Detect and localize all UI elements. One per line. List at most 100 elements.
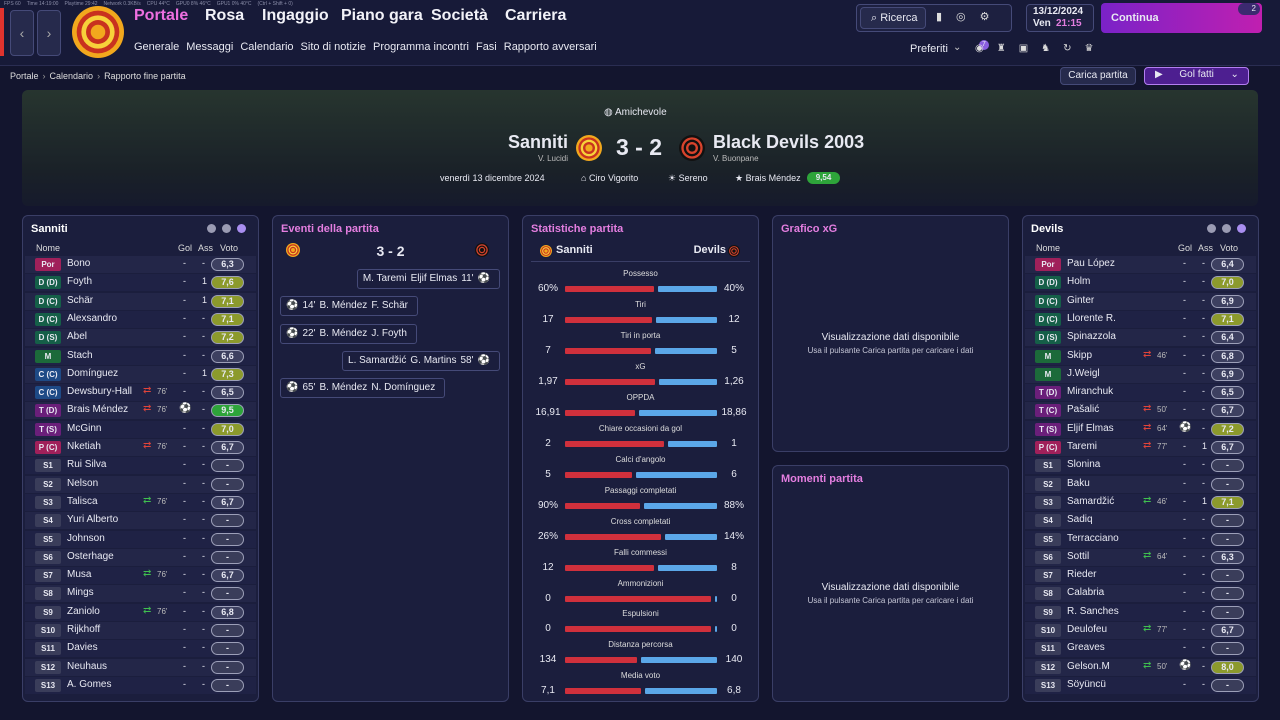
icon-buttons[interactable]: ▮◎⚙ — [936, 11, 1004, 23]
player-name[interactable]: Foyth — [67, 276, 93, 288]
player-name[interactable]: Ginter — [1067, 294, 1095, 306]
breadcrumb-item[interactable]: Rapporto fine partita — [104, 71, 186, 81]
notifications-badge[interactable]: 2 — [1238, 3, 1260, 15]
nav-tab[interactable]: Portale — [134, 7, 189, 24]
player-name[interactable]: Bono — [67, 258, 91, 269]
goal-event[interactable]: M. Taremi Eljif Elmas 11' ⚽ — [356, 269, 500, 289]
player-name[interactable]: Miranchuk — [1067, 386, 1114, 398]
nav-tab[interactable]: Società — [431, 7, 488, 24]
shortcut-icons[interactable]: ◉♜▣♞↻♛ — [975, 43, 1107, 54]
player-name[interactable]: Neuhaus — [67, 660, 108, 672]
player-name[interactable]: Dewsbury-Hall — [67, 386, 133, 398]
player-name[interactable]: Alexsandro — [67, 312, 118, 324]
nav-tab[interactable]: Ingaggio — [262, 7, 329, 24]
row[interactable] — [1025, 676, 1256, 694]
row[interactable] — [25, 548, 256, 566]
player-name[interactable]: Spinazzola — [1067, 331, 1116, 343]
row[interactable] — [25, 640, 256, 658]
player-name[interactable]: Skipp — [1067, 349, 1093, 361]
row[interactable] — [1025, 512, 1256, 530]
player-name[interactable]: Brais Méndez — [67, 404, 129, 416]
goals-button[interactable] — [1144, 67, 1249, 85]
row[interactable] — [25, 676, 256, 694]
view-dot[interactable] — [1237, 224, 1246, 233]
player-name[interactable]: McGinn — [67, 422, 102, 434]
row[interactable] — [25, 622, 256, 639]
row[interactable] — [1025, 439, 1256, 456]
player-name[interactable]: Deulofeu — [1067, 624, 1108, 635]
row[interactable] — [25, 365, 256, 383]
view-dot[interactable] — [1207, 224, 1216, 233]
row[interactable] — [25, 256, 256, 273]
player-name[interactable]: Terracciano — [1067, 532, 1119, 544]
subnav-item[interactable]: Sito di notizie — [300, 41, 366, 53]
row[interactable] — [1025, 274, 1256, 292]
player-name[interactable]: Yuri Alberto — [67, 514, 119, 526]
row[interactable] — [25, 567, 256, 585]
row[interactable] — [25, 585, 256, 603]
back-button[interactable]: ‹ — [10, 10, 34, 56]
player-name[interactable]: J.Weigl — [1067, 367, 1100, 379]
row[interactable] — [1025, 493, 1256, 511]
player-name[interactable]: Sottil — [1067, 550, 1090, 562]
favorites[interactable]: Preferiti — [910, 43, 948, 55]
player-name[interactable]: Davies — [67, 642, 98, 654]
subnav-item[interactable]: Calendario — [240, 41, 294, 53]
load-button[interactable]: Carica partita — [1060, 67, 1136, 85]
row[interactable] — [1025, 347, 1256, 365]
view-dot[interactable] — [222, 224, 231, 233]
subnav-item[interactable]: Fasi — [475, 41, 497, 53]
row[interactable] — [1025, 292, 1256, 310]
row[interactable] — [1025, 329, 1256, 347]
goal-event[interactable]: ⚽ 14' B. Méndez F. Schär — [280, 296, 418, 317]
row[interactable] — [1025, 420, 1256, 438]
player-name[interactable]: Stach — [67, 349, 93, 361]
player-name[interactable]: Abel — [67, 331, 88, 343]
player-name[interactable]: Holm — [1067, 276, 1091, 288]
player-name[interactable]: Nketiah — [67, 441, 101, 452]
subnav-item[interactable]: Messaggi — [186, 41, 234, 53]
player-name[interactable]: Eljif Elmas — [1067, 422, 1114, 434]
player-name[interactable]: Pau López — [1067, 258, 1115, 269]
player-name[interactable]: Domínguez — [67, 367, 119, 379]
nav-tab[interactable]: Piano gara — [341, 7, 423, 24]
player-name[interactable]: Slonina — [1067, 459, 1101, 471]
goal-event[interactable]: ⚽ 22' B. Méndez J. Foyth — [280, 323, 417, 344]
row[interactable] — [1025, 365, 1256, 383]
subnav-item[interactable]: Rapporto avversari — [503, 41, 597, 53]
player-name[interactable]: Rijkhoff — [67, 624, 101, 635]
player-name[interactable]: Talisca — [67, 495, 98, 507]
nav-tab[interactable]: Rosa — [205, 7, 245, 24]
player-name[interactable]: Calabria — [1067, 587, 1105, 599]
row[interactable] — [1025, 658, 1256, 676]
player-name[interactable]: R. Sanches — [1067, 605, 1119, 617]
row[interactable] — [25, 493, 256, 511]
search-button[interactable]: ⌕ Ricerca — [860, 7, 926, 29]
player-name[interactable]: Nelson — [67, 477, 99, 489]
row[interactable] — [1025, 585, 1256, 603]
player-name[interactable]: Pašalić — [1067, 404, 1100, 416]
breadcrumb-item[interactable]: Portale — [10, 71, 39, 81]
row[interactable] — [25, 384, 256, 402]
row[interactable] — [1025, 603, 1256, 621]
view-dot[interactable] — [237, 224, 246, 233]
row[interactable] — [1025, 384, 1256, 402]
row[interactable] — [1025, 622, 1256, 639]
forward-button[interactable]: › — [37, 10, 61, 56]
row[interactable] — [25, 310, 256, 328]
player-name[interactable]: Llorente R. — [1067, 312, 1116, 324]
player-name[interactable]: Söyüncü — [1067, 678, 1106, 690]
player-name[interactable]: Mings — [67, 587, 94, 599]
row[interactable] — [25, 420, 256, 438]
player-name[interactable]: Johnson — [67, 532, 105, 544]
player-name[interactable]: A. Gomes — [67, 678, 112, 690]
player-name[interactable]: Schär — [67, 294, 94, 306]
row[interactable] — [25, 274, 256, 292]
row[interactable] — [25, 439, 256, 456]
row[interactable] — [1025, 548, 1256, 566]
player-name[interactable]: Rieder — [1067, 569, 1097, 581]
row[interactable] — [25, 402, 256, 420]
player-name[interactable]: Musa — [67, 569, 92, 581]
breadcrumb-item[interactable]: Calendario — [49, 71, 94, 81]
row[interactable] — [1025, 475, 1256, 493]
